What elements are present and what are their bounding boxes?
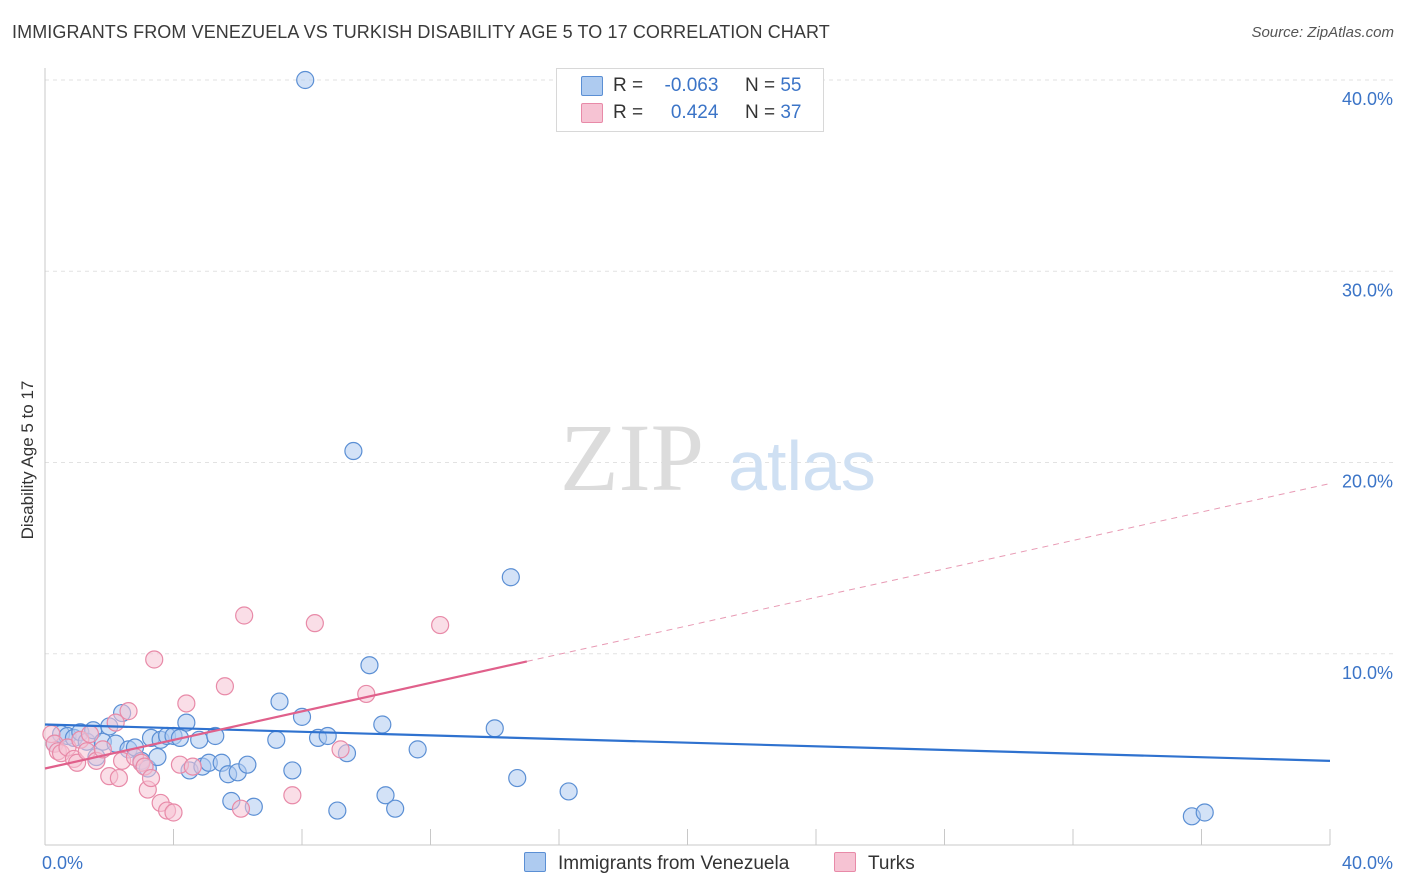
watermark: ZIP atlas [560, 404, 876, 511]
legend-n-label: N = [744, 102, 776, 123]
turks-legend-swatch [834, 852, 856, 872]
legend-n-value: 55 [780, 75, 802, 96]
turks-point [331, 740, 350, 759]
bottom-legend-label: Immigrants from Venezuela [558, 853, 790, 874]
turks-point [283, 786, 302, 805]
y-tick-label: 20.0% [1342, 472, 1393, 492]
bottom-legend-venezuela: Immigrants from Venezuela [524, 852, 789, 875]
y-tick-label: 10.0% [1342, 663, 1393, 683]
venezuela-point [177, 713, 196, 732]
bottom-legend-turks: Turks [834, 852, 915, 875]
venezuela-point [1195, 803, 1214, 822]
venezuela-point [501, 568, 520, 587]
watermark-atlas: atlas [728, 427, 876, 505]
turks-point [145, 650, 164, 669]
stats-legend: R = -0.063 N = 55 R = 0.424 N = 37 [556, 68, 824, 132]
source-note: Source: ZipAtlas.com [1251, 24, 1394, 41]
turks-point [119, 702, 138, 721]
y-tick-label: 40.0% [1342, 89, 1393, 109]
turks-point [431, 615, 450, 635]
grid [45, 79, 1395, 655]
venezuela-point [344, 441, 363, 461]
turks-point [177, 694, 196, 713]
turks-trend-line [44, 660, 528, 770]
legend-n-value: 37 [780, 102, 802, 123]
venezuela-point [270, 692, 289, 711]
venezuela-point [376, 786, 395, 805]
legend-r-value: 0.424 [670, 102, 719, 123]
trend-lines [44, 483, 1331, 770]
bottom-legend-label: Turks [868, 853, 915, 874]
turks-trend-extension [526, 483, 1331, 662]
venezuela-point [267, 730, 286, 749]
turks-point [235, 606, 254, 625]
venezuela-legend-swatch [524, 852, 546, 872]
watermark-zip: ZIP [560, 404, 704, 511]
turks-swatch [581, 103, 603, 123]
turks-point [231, 799, 251, 818]
venezuela-point [408, 740, 427, 759]
x-tick-label: 40.0% [1342, 853, 1393, 873]
venezuela-point [559, 782, 578, 801]
turks-point [109, 768, 128, 788]
points-layer [42, 70, 1214, 826]
venezuela-point [148, 747, 167, 767]
venezuela-trend-line [44, 723, 1331, 762]
legend-n-label: N = [744, 75, 776, 96]
y-tick-label: 30.0% [1342, 280, 1393, 300]
venezuela-point [485, 719, 504, 738]
tick-labels: 10.0% 20.0% 30.0% 40.0% 0.0% 40.0% [42, 89, 1393, 873]
axes [44, 68, 1331, 846]
venezuela-point [318, 726, 337, 746]
venezuela-point [360, 656, 379, 675]
venezuela-point [373, 715, 392, 734]
turks-point [164, 803, 183, 822]
venezuela-point [508, 768, 527, 788]
venezuela-point [296, 70, 315, 90]
venezuela-point [328, 801, 347, 820]
venezuela-swatch [581, 76, 603, 96]
venezuela-point [386, 799, 405, 818]
venezuela-point [283, 761, 302, 780]
legend-r-label: R = [613, 75, 644, 96]
turks-point [215, 677, 234, 696]
x-tick-label: 0.0% [42, 853, 83, 873]
turks-point [141, 768, 161, 788]
chart-title: IMMIGRANTS FROM VENEZUELA VS TURKISH DIS… [12, 22, 830, 42]
legend-r-label: R = [613, 102, 644, 123]
turks-point [183, 757, 202, 776]
turks-point [357, 684, 376, 704]
turks-point [305, 614, 324, 633]
venezuela-point [238, 755, 257, 774]
legend-r-value: -0.063 [664, 75, 719, 96]
turks-point [80, 724, 100, 744]
